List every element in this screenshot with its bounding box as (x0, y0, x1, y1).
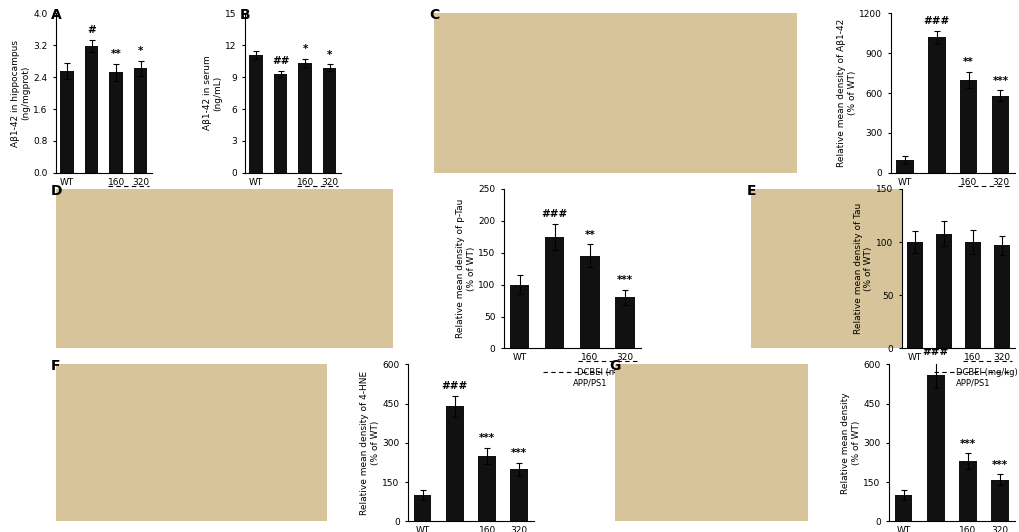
Text: ###: ### (922, 347, 948, 357)
Bar (580, 256, 599, 348)
Y-axis label: Relative mean density of p-Tau
(% of WT): Relative mean density of p-Tau (% of WT) (455, 199, 475, 338)
Text: *: * (326, 49, 332, 60)
Y-axis label: Relative mean density of Tau
(% of WT): Relative mean density of Tau (% of WT) (853, 203, 872, 334)
Bar (273, 74, 287, 173)
Text: ***: *** (991, 76, 1008, 86)
Bar (510, 469, 528, 521)
Bar (934, 234, 951, 348)
Text: **: ** (962, 57, 973, 67)
Bar (478, 456, 495, 521)
Bar (993, 245, 1009, 348)
Text: DCBEI (mg/kg): DCBEI (mg/kg) (953, 192, 1015, 201)
Text: D: D (51, 184, 62, 197)
Text: *: * (138, 46, 144, 56)
Text: ***: *** (511, 448, 527, 458)
Text: C: C (428, 8, 439, 22)
Bar (990, 96, 1008, 173)
Text: ***: *** (991, 460, 1008, 470)
Text: **: ** (111, 49, 121, 59)
Bar (133, 69, 147, 173)
Text: *: * (302, 44, 308, 54)
Text: #: # (88, 25, 96, 35)
Text: G: G (609, 359, 621, 373)
Text: ###: ### (441, 381, 468, 391)
Text: ***: *** (479, 434, 494, 443)
Bar (896, 160, 913, 173)
Bar (959, 80, 976, 173)
Bar (927, 37, 945, 173)
Bar (614, 297, 634, 348)
Y-axis label: Aβ1-42 in hippocampus
(ng/mgprot): Aβ1-42 in hippocampus (ng/mgprot) (11, 39, 31, 147)
Text: **: ** (584, 230, 595, 239)
Text: APP/PS1: APP/PS1 (99, 203, 133, 212)
Text: ***: *** (616, 275, 633, 285)
Text: APP/PS1: APP/PS1 (951, 203, 985, 212)
Bar (990, 479, 1008, 521)
Text: A: A (51, 8, 62, 22)
Bar (445, 406, 464, 521)
Bar (414, 495, 431, 521)
Text: DCBEI (mg/kg): DCBEI (mg/kg) (286, 192, 347, 201)
Bar (894, 495, 912, 521)
Y-axis label: Relative mean density of Aβ1-42
(% of WT): Relative mean density of Aβ1-42 (% of WT… (837, 19, 856, 167)
Text: ###: ### (541, 209, 568, 219)
Y-axis label: Relative mean density
(% of WT): Relative mean density (% of WT) (841, 392, 860, 494)
Bar (60, 71, 73, 173)
Bar (510, 285, 529, 348)
Text: APP/PS1: APP/PS1 (955, 379, 989, 388)
Bar (249, 55, 263, 173)
Text: APP/PS1: APP/PS1 (572, 379, 606, 388)
Bar (109, 72, 122, 173)
Text: ***: *** (959, 439, 975, 448)
Text: ###: ### (923, 16, 949, 26)
Bar (906, 242, 922, 348)
Text: E: E (746, 184, 755, 197)
Text: F: F (51, 359, 60, 373)
Y-axis label: Relative mean density of 4-HNE
(% of WT): Relative mean density of 4-HNE (% of WT) (360, 371, 379, 515)
Bar (85, 46, 98, 173)
Text: ##: ## (272, 56, 289, 66)
Text: APP/PS1: APP/PS1 (287, 203, 322, 212)
Y-axis label: Aβ1-42 in serum
(ng/mL): Aβ1-42 in serum (ng/mL) (203, 56, 222, 130)
Bar (926, 375, 944, 521)
Bar (958, 461, 976, 521)
Text: DCBEI (mg/kg): DCBEI (mg/kg) (956, 368, 1017, 377)
Bar (545, 237, 564, 348)
Text: DCBEI (mg/kg): DCBEI (mg/kg) (576, 368, 638, 377)
Text: B: B (239, 8, 251, 22)
Bar (964, 242, 980, 348)
Bar (323, 68, 336, 173)
Text: DCBEI (mg/kg): DCBEI (mg/kg) (98, 192, 159, 201)
Bar (299, 63, 312, 173)
